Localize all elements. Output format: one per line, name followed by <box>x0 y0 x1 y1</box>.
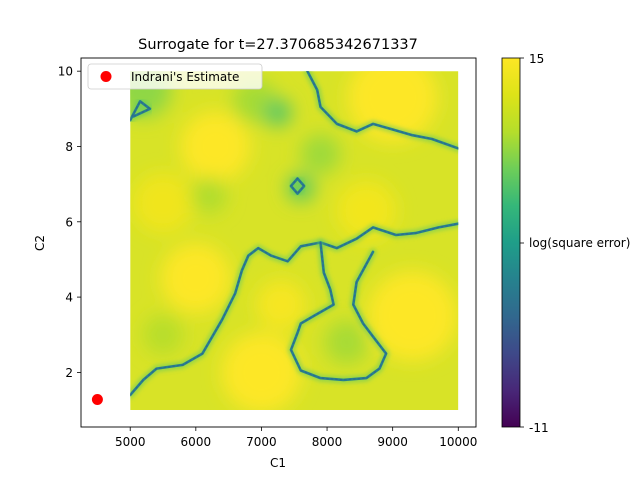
colorbar: 15 log(square error) -11 <box>501 52 630 435</box>
y-axis-label: C2 <box>33 235 47 251</box>
y-tick-label: 4 <box>65 291 73 305</box>
chart-title: Surrogate for t=27.370685342671337 <box>138 37 418 53</box>
plot-frame <box>80 57 477 428</box>
x-tick-label: 6000 <box>181 435 212 449</box>
colorbar-gradient <box>501 57 521 428</box>
y-axis-ticks: 2 4 6 8 10 <box>58 65 81 380</box>
low-error-contours <box>130 71 459 399</box>
x-tick-label: 9000 <box>377 435 408 449</box>
y-tick-label: 10 <box>58 65 73 79</box>
legend-label: Indrani's Estimate <box>131 70 239 84</box>
legend-marker <box>100 71 112 82</box>
x-axis-label: C1 <box>270 456 286 470</box>
y-tick-label: 8 <box>65 140 73 154</box>
estimate-point-marker <box>91 394 103 406</box>
colorbar-min-label: -11 <box>529 421 549 435</box>
colorbar-max-label: 15 <box>529 52 544 66</box>
x-tick-label: 5000 <box>115 435 146 449</box>
x-tick-label: 7000 <box>246 435 277 449</box>
x-tick-label: 8000 <box>312 435 343 449</box>
contour-line <box>306 71 459 150</box>
x-tick-label: 10000 <box>439 435 477 449</box>
y-tick-label: 2 <box>65 366 73 380</box>
x-axis-ticks: 5000 6000 7000 8000 9000 10000 <box>115 427 477 449</box>
y-tick-label: 6 <box>65 215 73 229</box>
legend-box <box>87 63 263 90</box>
legend: Indrani's Estimate <box>87 63 263 90</box>
heatmap-field <box>130 71 459 411</box>
colorbar-label: log(square error) <box>529 236 630 250</box>
